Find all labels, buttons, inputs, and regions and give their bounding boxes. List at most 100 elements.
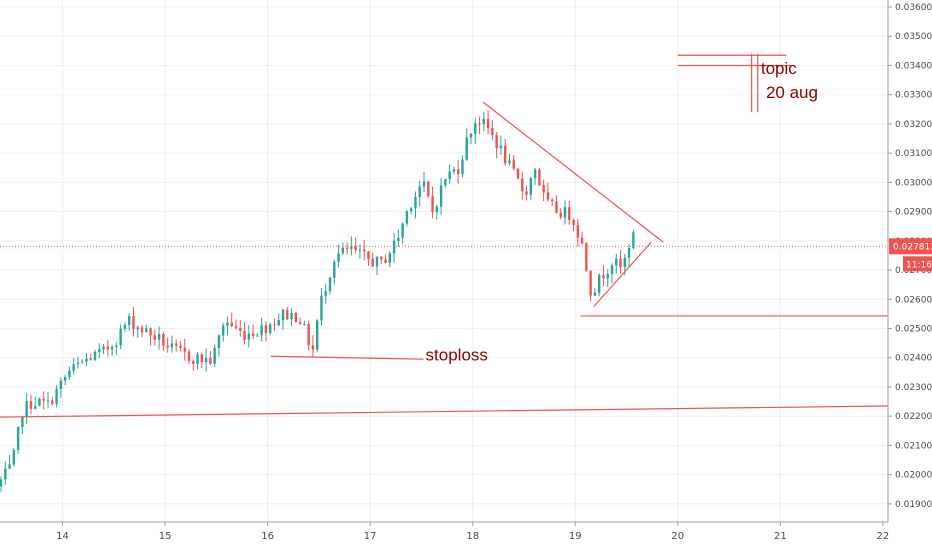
grid bbox=[0, 0, 888, 522]
candle-body bbox=[559, 212, 562, 218]
candle-body bbox=[251, 333, 255, 336]
candle-body bbox=[115, 345, 118, 347]
candle-body bbox=[290, 312, 293, 320]
candle-body bbox=[589, 270, 592, 296]
x-tick-label: 19 bbox=[569, 531, 582, 542]
candle-body bbox=[439, 185, 443, 207]
candle-body bbox=[563, 207, 567, 218]
candle-body bbox=[123, 324, 127, 329]
candle-body bbox=[585, 243, 588, 271]
candle-body bbox=[132, 316, 135, 330]
candle-body bbox=[431, 196, 434, 212]
candle-body bbox=[350, 246, 353, 250]
annotation-2: 20 aug bbox=[766, 83, 818, 102]
candle-body bbox=[495, 134, 498, 149]
candle-body bbox=[55, 389, 58, 404]
candle-body bbox=[21, 416, 24, 428]
candle-body bbox=[8, 464, 11, 469]
candle-body bbox=[320, 295, 323, 321]
candle-body bbox=[354, 246, 357, 251]
x-tick-label: 18 bbox=[466, 531, 479, 542]
candle-body bbox=[42, 398, 45, 401]
trendline-resistance bbox=[482, 101, 664, 243]
candles bbox=[0, 110, 635, 492]
x-tick-label: 21 bbox=[774, 531, 787, 542]
candle-body bbox=[461, 159, 464, 175]
candle-body bbox=[303, 323, 306, 325]
current-price-label: 0.027813 bbox=[893, 242, 932, 252]
candle-body bbox=[397, 237, 400, 242]
candle-body bbox=[34, 405, 37, 409]
annotation-0: stoploss bbox=[426, 346, 488, 365]
candle-body bbox=[465, 137, 468, 160]
candle-body bbox=[324, 291, 327, 296]
candle-body bbox=[106, 346, 110, 350]
candle-body bbox=[298, 322, 302, 325]
candle-body bbox=[72, 364, 75, 371]
candle-body bbox=[435, 206, 439, 212]
candle-body bbox=[362, 249, 366, 252]
candle-body bbox=[576, 225, 580, 238]
candle-body bbox=[76, 362, 80, 365]
x-tick-label: 16 bbox=[261, 531, 274, 542]
x-tick-label: 22 bbox=[877, 531, 890, 542]
x-tick-label: 14 bbox=[56, 531, 69, 542]
candle-body bbox=[597, 274, 601, 293]
candle-body bbox=[341, 247, 345, 254]
candle-body bbox=[380, 256, 383, 260]
candle-body bbox=[333, 261, 336, 278]
trendline-lower-triangle bbox=[593, 241, 652, 307]
candle-body bbox=[311, 345, 315, 350]
candle-body bbox=[192, 360, 195, 364]
candle-body bbox=[525, 191, 528, 195]
candle-body bbox=[516, 168, 520, 179]
candle-body bbox=[405, 211, 409, 224]
candle-body bbox=[16, 427, 20, 451]
candle-body bbox=[409, 208, 413, 212]
candle-body bbox=[85, 358, 88, 362]
candle-body bbox=[46, 400, 50, 402]
candle-body bbox=[388, 253, 392, 263]
candle-body bbox=[260, 325, 263, 336]
candle-body bbox=[512, 160, 515, 169]
candle-body bbox=[555, 201, 558, 213]
candle-body bbox=[98, 349, 101, 352]
candle-body bbox=[81, 361, 84, 363]
candle-body bbox=[268, 324, 272, 334]
candle-body bbox=[414, 196, 417, 209]
candle-body bbox=[482, 118, 486, 125]
countdown-badge bbox=[903, 256, 932, 272]
candle-body bbox=[580, 237, 584, 244]
candle-body bbox=[25, 401, 28, 417]
candle-body bbox=[593, 292, 597, 296]
candle-body bbox=[213, 347, 216, 364]
candle-body bbox=[4, 468, 7, 480]
candle-body bbox=[217, 335, 221, 348]
candle-body bbox=[247, 333, 251, 340]
candle-body bbox=[422, 181, 426, 187]
candle-body bbox=[239, 327, 242, 331]
candle-body bbox=[627, 247, 631, 258]
annotations: stoploss topic 20 aug bbox=[426, 59, 818, 364]
x-tick-label: 17 bbox=[364, 531, 377, 542]
candle-body bbox=[503, 145, 507, 164]
candle-body bbox=[89, 358, 92, 360]
candle-body bbox=[623, 257, 627, 268]
candle-body bbox=[140, 327, 144, 333]
candle-body bbox=[456, 169, 460, 175]
candle-body bbox=[38, 398, 41, 406]
candle-body bbox=[110, 346, 114, 350]
candle-body bbox=[294, 312, 298, 323]
candle-body bbox=[499, 145, 503, 149]
